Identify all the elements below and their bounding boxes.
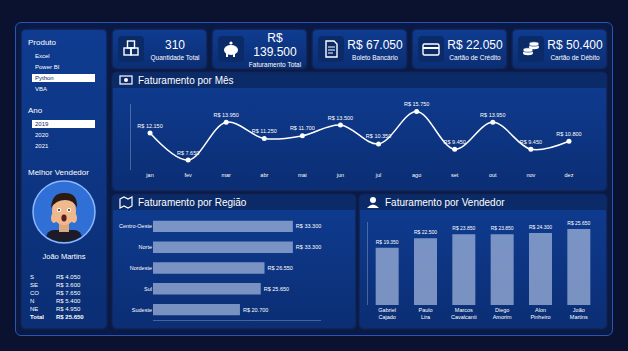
svg-text:R$ 7.650: R$ 7.650 bbox=[177, 150, 199, 156]
svg-text:R$ 9.450: R$ 9.450 bbox=[520, 139, 542, 145]
svg-text:abr: abr bbox=[260, 172, 268, 178]
html-text:Cartão de Crédito: Cartão de Crédito bbox=[449, 53, 501, 61]
html-text:SE: SE bbox=[30, 282, 38, 288]
html-text:João Martins: João Martins bbox=[42, 252, 86, 261]
svg-text:R$ 33.300: R$ 33.300 bbox=[296, 223, 321, 229]
html-text:R$ 50.400: R$ 50.400 bbox=[547, 37, 603, 52]
svg-text:R$ 10.350: R$ 10.350 bbox=[366, 133, 391, 139]
html-text:NE: NE bbox=[30, 306, 39, 312]
svg-text:dez: dez bbox=[565, 172, 574, 178]
html-text:Melhor Vendedor: Melhor Vendedor bbox=[28, 168, 89, 177]
svg-text:R$ 12.150: R$ 12.150 bbox=[137, 123, 162, 129]
svg-text:mai: mai bbox=[298, 172, 307, 178]
html-text:R$ 5.400: R$ 5.400 bbox=[56, 298, 81, 304]
html-text:2019: 2019 bbox=[35, 121, 49, 127]
svg-text:Centro-Oeste: Centro-Oeste bbox=[119, 223, 152, 229]
html-text:N: N bbox=[30, 298, 35, 304]
svg-text:jan: jan bbox=[145, 172, 153, 178]
svg-text:R$ 11.250: R$ 11.250 bbox=[252, 128, 277, 134]
svg-text:R$ 19.350: R$ 19.350 bbox=[376, 239, 399, 245]
html-text:Cartão de Débito: Cartão de Débito bbox=[550, 53, 600, 61]
svg-text:nov: nov bbox=[526, 172, 535, 178]
html-text:R$ 67.050: R$ 67.050 bbox=[347, 37, 403, 52]
html-text:R$ 139.500: R$ 139.500 bbox=[253, 30, 297, 59]
html-text:S: S bbox=[30, 274, 34, 280]
svg-text:R$ 13.500: R$ 13.500 bbox=[328, 115, 353, 121]
html-text:Ano: Ano bbox=[28, 106, 43, 115]
svg-text:Norte: Norte bbox=[139, 244, 152, 250]
svg-text:R$ 33.300: R$ 33.300 bbox=[296, 244, 321, 250]
svg-text:out: out bbox=[489, 172, 497, 178]
html-text:Boleto Bancário: Boleto Bancário bbox=[352, 53, 398, 61]
html-text:Faturamento por Mês: Faturamento por Mês bbox=[138, 75, 234, 86]
svg-text:R$ 13.950: R$ 13.950 bbox=[480, 112, 505, 118]
svg-text:R$ 13.950: R$ 13.950 bbox=[214, 112, 239, 118]
svg-text:Sudeste: Sudeste bbox=[132, 307, 152, 313]
html-text:2021: 2021 bbox=[35, 143, 49, 149]
html-text:R$ 25.650: R$ 25.650 bbox=[56, 314, 84, 320]
html-text:Faturamento por Vendedor: Faturamento por Vendedor bbox=[385, 197, 505, 208]
svg-text:JoãoMartins: JoãoMartins bbox=[570, 307, 588, 320]
svg-text:GabrielCajado: GabrielCajado bbox=[378, 307, 396, 320]
html-text:310: 310 bbox=[165, 37, 185, 52]
html-text:VBA: VBA bbox=[35, 86, 47, 92]
svg-text:set: set bbox=[451, 172, 459, 178]
svg-text:R$ 25.650: R$ 25.650 bbox=[567, 220, 590, 226]
html-text:Excel: Excel bbox=[35, 53, 50, 59]
html-text:2020: 2020 bbox=[35, 132, 49, 138]
svg-text:R$ 15.750: R$ 15.750 bbox=[404, 101, 429, 107]
html-text:Faturamento por Região: Faturamento por Região bbox=[138, 197, 247, 208]
html-text:Faturamento Total: Faturamento Total bbox=[248, 60, 302, 68]
html-text:Power BI: Power BI bbox=[35, 64, 60, 70]
html-text:Total: Total bbox=[30, 314, 44, 320]
svg-text:fev: fev bbox=[184, 172, 192, 178]
svg-text:R$ 23.850: R$ 23.850 bbox=[452, 225, 475, 231]
svg-text:R$ 23.850: R$ 23.850 bbox=[491, 225, 514, 231]
svg-text:AlonPinheiro: AlonPinheiro bbox=[530, 307, 550, 320]
html-text:R$ 4.950: R$ 4.950 bbox=[56, 306, 81, 312]
svg-text:R$ 11.700: R$ 11.700 bbox=[290, 125, 315, 131]
svg-text:Sul: Sul bbox=[144, 286, 152, 292]
svg-text:ago: ago bbox=[412, 172, 421, 178]
svg-text:MarcosCavalcanti: MarcosCavalcanti bbox=[451, 307, 477, 320]
svg-text:R$ 22.500: R$ 22.500 bbox=[414, 229, 437, 235]
html-text:R$ 3.600: R$ 3.600 bbox=[56, 282, 81, 288]
html-text:Python: Python bbox=[35, 75, 54, 81]
svg-text:R$ 10.800: R$ 10.800 bbox=[556, 131, 581, 137]
svg-text:R$ 26.550: R$ 26.550 bbox=[268, 265, 293, 271]
html-text:R$ 4.050: R$ 4.050 bbox=[56, 274, 81, 280]
html-text:Quantidade Total: Quantidade Total bbox=[150, 53, 200, 61]
svg-text:jun: jun bbox=[336, 172, 344, 178]
svg-text:R$ 24.300: R$ 24.300 bbox=[529, 224, 552, 230]
svg-text:R$ 25.650: R$ 25.650 bbox=[264, 286, 289, 292]
svg-text:R$ 20.700: R$ 20.700 bbox=[243, 307, 268, 313]
html-text:R$ 7.650: R$ 7.650 bbox=[56, 290, 81, 296]
svg-text:mar: mar bbox=[221, 172, 231, 178]
svg-text:DiegoAmorim: DiegoAmorim bbox=[493, 307, 512, 320]
html-text:Produto: Produto bbox=[28, 38, 56, 47]
html-text:R$ 22.050: R$ 22.050 bbox=[447, 37, 503, 52]
svg-text:Nordeste: Nordeste bbox=[130, 265, 152, 271]
html-text:CO: CO bbox=[30, 290, 39, 296]
svg-text:PauloLira: PauloLira bbox=[418, 307, 432, 320]
svg-text:R$ 9.450: R$ 9.450 bbox=[444, 139, 466, 145]
svg-text:jul: jul bbox=[375, 172, 382, 178]
